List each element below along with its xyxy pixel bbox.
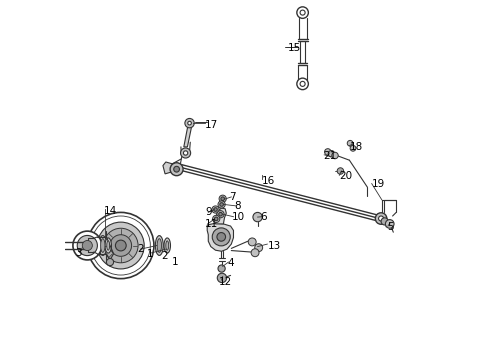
Circle shape <box>324 149 331 155</box>
Circle shape <box>221 197 224 201</box>
Circle shape <box>82 240 92 251</box>
Circle shape <box>98 222 144 269</box>
Circle shape <box>347 140 353 146</box>
Text: 8: 8 <box>234 201 241 211</box>
Ellipse shape <box>155 236 163 256</box>
Circle shape <box>219 212 222 216</box>
Circle shape <box>217 211 224 218</box>
Text: 2: 2 <box>138 244 145 255</box>
Circle shape <box>103 228 138 263</box>
Text: 1: 1 <box>147 249 154 259</box>
Circle shape <box>220 203 223 206</box>
Text: 12: 12 <box>219 276 232 287</box>
Circle shape <box>170 163 183 176</box>
Text: 13: 13 <box>268 240 281 251</box>
Circle shape <box>180 148 191 158</box>
Circle shape <box>88 212 154 279</box>
Ellipse shape <box>107 241 110 250</box>
Text: 18: 18 <box>349 142 363 152</box>
Text: 7: 7 <box>229 192 236 202</box>
Circle shape <box>219 195 226 202</box>
Text: 11: 11 <box>205 219 218 229</box>
Circle shape <box>215 217 218 221</box>
Text: 5: 5 <box>387 222 394 232</box>
Circle shape <box>379 216 384 221</box>
Ellipse shape <box>157 239 162 252</box>
Circle shape <box>188 121 192 125</box>
Ellipse shape <box>166 241 169 250</box>
Circle shape <box>381 218 388 225</box>
Circle shape <box>110 235 132 256</box>
Circle shape <box>212 228 230 246</box>
Text: 10: 10 <box>231 212 245 222</box>
Circle shape <box>251 249 259 257</box>
Circle shape <box>185 118 194 128</box>
Circle shape <box>106 258 114 266</box>
Ellipse shape <box>99 236 107 256</box>
Ellipse shape <box>164 238 171 253</box>
Circle shape <box>214 208 217 211</box>
Ellipse shape <box>100 239 105 252</box>
Circle shape <box>174 166 179 172</box>
Circle shape <box>91 216 150 275</box>
Text: 9: 9 <box>205 207 212 217</box>
Circle shape <box>332 152 338 159</box>
Circle shape <box>386 220 394 228</box>
Circle shape <box>116 240 126 251</box>
Circle shape <box>300 10 305 15</box>
Circle shape <box>213 215 220 222</box>
Text: 20: 20 <box>339 171 352 181</box>
Circle shape <box>218 201 225 208</box>
Text: 1: 1 <box>172 257 179 267</box>
Circle shape <box>255 244 263 252</box>
Polygon shape <box>184 125 192 147</box>
Ellipse shape <box>105 238 111 253</box>
Circle shape <box>77 235 98 256</box>
Circle shape <box>183 151 188 155</box>
Circle shape <box>73 231 102 260</box>
Polygon shape <box>207 223 233 251</box>
Circle shape <box>328 150 335 157</box>
Text: 3: 3 <box>75 248 82 258</box>
Circle shape <box>217 233 225 241</box>
Polygon shape <box>163 162 172 174</box>
Text: 4: 4 <box>228 258 234 268</box>
Circle shape <box>217 273 227 283</box>
Text: 14: 14 <box>104 206 117 216</box>
Text: 6: 6 <box>260 212 267 222</box>
Circle shape <box>297 78 308 90</box>
Circle shape <box>375 213 387 224</box>
Text: 17: 17 <box>205 120 218 130</box>
Circle shape <box>212 206 219 213</box>
Circle shape <box>300 81 305 86</box>
Circle shape <box>350 145 356 151</box>
Text: 19: 19 <box>372 179 385 189</box>
Text: 15: 15 <box>288 42 301 53</box>
Text: 16: 16 <box>262 176 275 186</box>
Circle shape <box>297 7 308 18</box>
Circle shape <box>248 238 256 246</box>
Text: 2: 2 <box>162 251 168 261</box>
Circle shape <box>337 168 343 174</box>
Text: 21: 21 <box>323 150 337 161</box>
Polygon shape <box>216 208 226 224</box>
Circle shape <box>218 265 225 272</box>
Circle shape <box>253 212 262 222</box>
